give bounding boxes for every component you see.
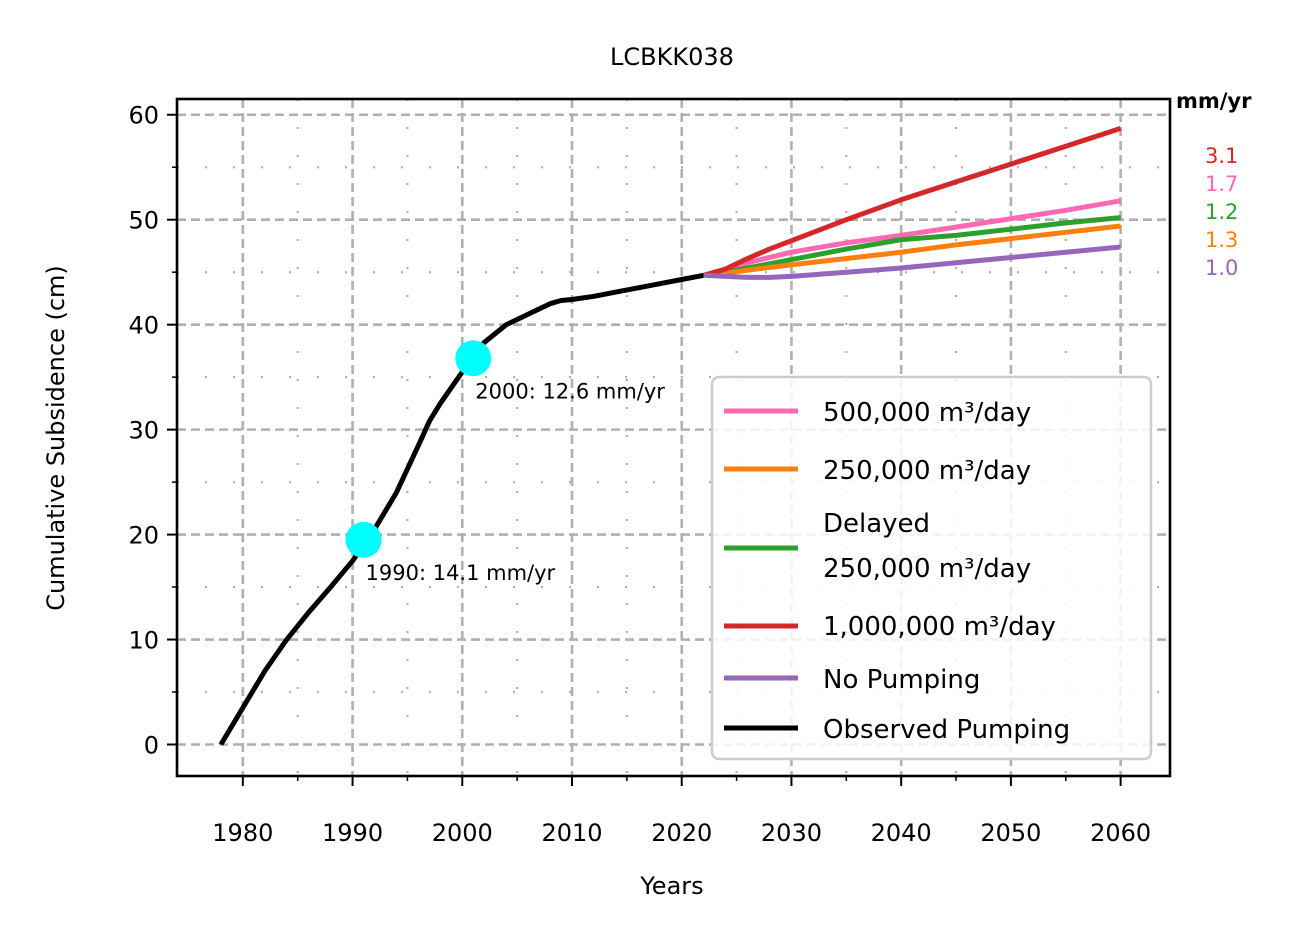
y-tick-label: 10 <box>128 627 159 655</box>
annotation-markers: 1990: 14.1 mm/yr 2000: 12.6 mm/yr <box>345 340 665 585</box>
legend-label: 500,000 m³/day <box>823 398 1031 428</box>
rate-annotation: 2000: 12.6 mm/yr <box>475 379 665 403</box>
rate-value: 1.0 <box>1205 256 1238 280</box>
y-tick-label: 0 <box>144 732 159 760</box>
y-tick-label: 40 <box>128 312 159 340</box>
chart-title: LCBKK038 <box>610 43 734 71</box>
legend: 500,000 m³/day 250,000 m³/day Delayed 250,0… <box>710 375 1153 761</box>
y-tick-label: 50 <box>128 207 159 235</box>
rate-annotation: 1990: 14.1 mm/yr <box>366 561 556 585</box>
rate-value: 1.2 <box>1205 200 1238 224</box>
legend-label: 250,000 m³/day <box>823 554 1031 584</box>
x-axis-label: Years <box>639 872 703 900</box>
x-tick-label: 2050 <box>980 819 1041 847</box>
legend-label: No Pumping <box>823 665 980 695</box>
y-tick-label: 60 <box>128 102 159 130</box>
rate-marker <box>345 521 382 558</box>
x-tick-label: 2020 <box>651 819 712 847</box>
plot-frame <box>175 97 1172 778</box>
y-tick-label: 20 <box>128 522 159 550</box>
rate-value: 1.7 <box>1205 172 1238 196</box>
x-tick-label: 1980 <box>212 819 273 847</box>
series-line <box>703 223 1121 278</box>
legend-label: Observed Pumping <box>823 715 1070 745</box>
legend-box <box>710 375 1153 761</box>
rate-value: 1.3 <box>1205 228 1238 252</box>
series-line <box>703 244 1121 280</box>
axes: 1980 1990 2000 2010 2020 2030 2040 2050 20600102… <box>128 97 1172 847</box>
x-tick-label: 2030 <box>761 819 822 847</box>
y-axis-label: Cumulative Subsidence (cm) <box>42 265 70 611</box>
y-tick-label: 30 <box>128 417 159 445</box>
rate-value: 3.1 <box>1205 144 1238 168</box>
x-tick-label: 1990 <box>322 819 383 847</box>
x-tick-label: 2010 <box>541 819 602 847</box>
x-tick-label: 2000 <box>432 819 493 847</box>
x-tick-label: 2060 <box>1090 819 1151 847</box>
legend-label: Delayed <box>823 509 930 539</box>
series-line <box>703 126 1122 278</box>
legend-label: 250,000 m³/day <box>823 456 1031 486</box>
rates-header: mm/yr <box>1176 89 1252 113</box>
rates-column: 3.1 1.7 1.2 1.3 1.0 <box>1205 144 1238 280</box>
x-tick-label: 2040 <box>871 819 932 847</box>
legend-label: 1,000,000 m³/day <box>823 612 1056 642</box>
rate-marker <box>455 340 492 377</box>
